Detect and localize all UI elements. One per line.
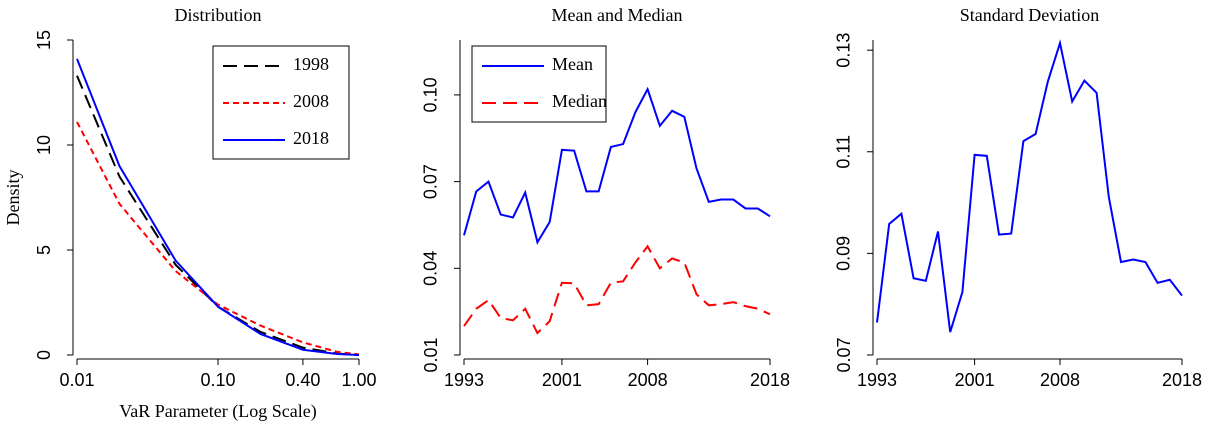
y-tick-label: 0.10 bbox=[421, 77, 441, 112]
chart-title: Mean and Median bbox=[552, 5, 683, 25]
x-tick-label: 2008 bbox=[628, 370, 668, 390]
y-axis-label: Density bbox=[3, 170, 23, 226]
legend-label: Mean bbox=[552, 54, 593, 74]
chart-title: Standard Deviation bbox=[960, 5, 1099, 25]
x-tick-label: 0.40 bbox=[285, 370, 320, 390]
y-tick-label: 0.09 bbox=[834, 236, 854, 271]
data-line bbox=[76, 58, 360, 356]
legend-label: 2008 bbox=[293, 91, 329, 111]
x-tick-label: 2001 bbox=[542, 370, 582, 390]
x-tick-label: 1.00 bbox=[341, 370, 376, 390]
y-tick-label: 0.07 bbox=[834, 337, 854, 372]
x-tick-label: 2001 bbox=[955, 370, 995, 390]
chart-title: Distribution bbox=[174, 5, 261, 25]
legend-label: 1998 bbox=[293, 54, 329, 74]
y-tick-label: 15 bbox=[34, 30, 54, 50]
x-tick-label: 1993 bbox=[857, 370, 897, 390]
legend-label: Median bbox=[552, 91, 607, 111]
x-axis-label: VaR Parameter (Log Scale) bbox=[119, 401, 316, 422]
x-tick-label: 1993 bbox=[444, 370, 484, 390]
y-tick-label: 0.13 bbox=[834, 33, 854, 68]
data-line bbox=[463, 86, 771, 245]
x-tick-label: 2008 bbox=[1040, 370, 1080, 390]
data-line bbox=[463, 244, 771, 335]
data-line bbox=[876, 39, 1183, 333]
legend-box bbox=[471, 45, 607, 123]
x-tick-label: 0.01 bbox=[59, 370, 94, 390]
x-tick-label: 2018 bbox=[1162, 370, 1202, 390]
x-tick-label: 2018 bbox=[750, 370, 790, 390]
y-tick-label: 0.07 bbox=[421, 164, 441, 199]
y-tick-label: 0.01 bbox=[421, 337, 441, 372]
y-tick-label: 0.11 bbox=[834, 135, 854, 169]
y-tick-label: 0 bbox=[34, 350, 54, 360]
legend-label: 2018 bbox=[293, 128, 329, 148]
y-tick-label: 10 bbox=[34, 135, 54, 155]
y-tick-label: 0.04 bbox=[421, 251, 441, 286]
y-tick-label: 5 bbox=[34, 245, 54, 255]
x-tick-label: 0.10 bbox=[200, 370, 235, 390]
